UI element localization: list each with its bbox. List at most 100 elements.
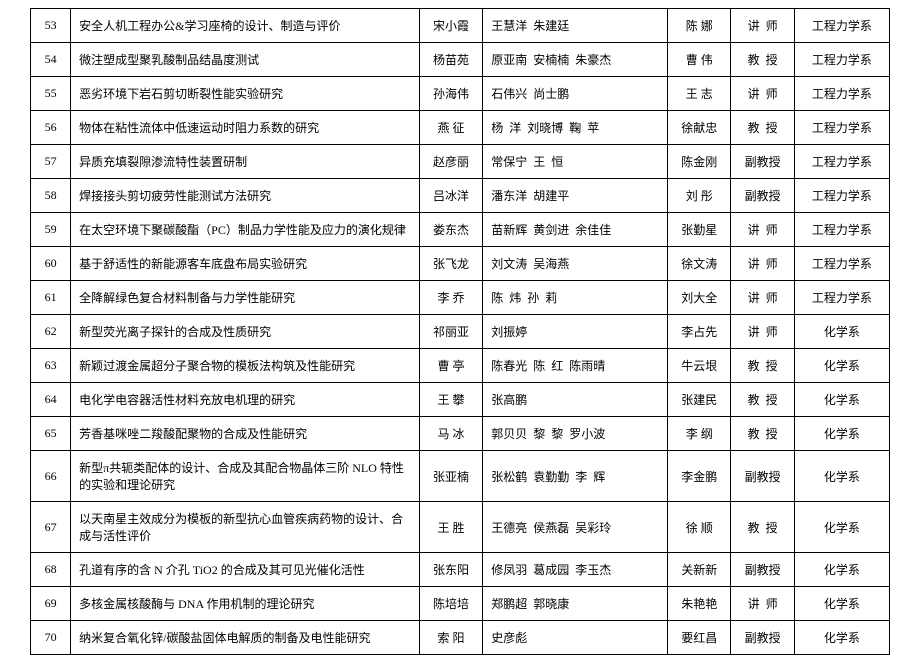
cell-title: 物体在粘性流体中低速运动时阻力系数的研究: [71, 111, 420, 145]
cell-dept: 工程力学系: [794, 281, 889, 315]
cell-members: 杨 洋 刘晓博 鞠 苹: [483, 111, 668, 145]
cell-title: 新颖过渡金属超分子聚合物的模板法构筑及性能研究: [71, 349, 420, 383]
cell-rank: 教 授: [731, 383, 794, 417]
cell-rank: 副教授: [731, 553, 794, 587]
cell-title: 孔道有序的含 N 介孔 TiO2 的合成及其可见光催化活性: [71, 553, 420, 587]
cell-advisor: 陈金刚: [668, 145, 731, 179]
cell-leader: 杨苗苑: [419, 43, 482, 77]
cell-dept: 化学系: [794, 349, 889, 383]
cell-dept: 工程力学系: [794, 213, 889, 247]
cell-rank: 讲 师: [731, 213, 794, 247]
cell-leader: 王 胜: [419, 502, 482, 553]
cell-rank: 讲 师: [731, 247, 794, 281]
cell-members: 王德亮 侯燕磊 吴彩玲: [483, 502, 668, 553]
cell-title: 微注塑成型聚乳酸制品结晶度测试: [71, 43, 420, 77]
cell-leader: 吕冰洋: [419, 179, 482, 213]
table-row: 64电化学电容器活性材料充放电机理的研究王 攀张高鹏张建民教 授化学系: [31, 383, 890, 417]
cell-members: 王慧洋 朱建廷: [483, 9, 668, 43]
cell-advisor: 张勤星: [668, 213, 731, 247]
table-row: 63新颖过渡金属超分子聚合物的模板法构筑及性能研究曹 亭陈春光 陈 红 陈雨晴牛…: [31, 349, 890, 383]
table-row: 53安全人机工程办公&学习座椅的设计、制造与评价宋小霞王慧洋 朱建廷陈 娜讲 师…: [31, 9, 890, 43]
cell-advisor: 李金鹏: [668, 451, 731, 502]
cell-rank: 副教授: [731, 451, 794, 502]
cell-rank: 讲 师: [731, 77, 794, 111]
table-row: 66新型π共轭类配体的设计、合成及其配合物晶体三阶 NLO 特性的实验和理论研究…: [31, 451, 890, 502]
cell-number: 65: [31, 417, 71, 451]
cell-number: 66: [31, 451, 71, 502]
cell-number: 62: [31, 315, 71, 349]
table-row: 65芳香基咪唑二羧酸配聚物的合成及性能研究马 冰郭贝贝 黎 黎 罗小波李 纲教 …: [31, 417, 890, 451]
cell-number: 69: [31, 587, 71, 621]
cell-title: 焊接接头剪切疲劳性能测试方法研究: [71, 179, 420, 213]
cell-advisor: 李占先: [668, 315, 731, 349]
cell-rank: 副教授: [731, 145, 794, 179]
cell-advisor: 王 志: [668, 77, 731, 111]
cell-advisor: 关新新: [668, 553, 731, 587]
cell-dept: 工程力学系: [794, 77, 889, 111]
cell-rank: 副教授: [731, 179, 794, 213]
cell-leader: 张东阳: [419, 553, 482, 587]
cell-number: 53: [31, 9, 71, 43]
cell-title: 电化学电容器活性材料充放电机理的研究: [71, 383, 420, 417]
cell-dept: 工程力学系: [794, 247, 889, 281]
cell-members: 石伟兴 尚士鹏: [483, 77, 668, 111]
cell-members: 苗新辉 黄剑进 余佳佳: [483, 213, 668, 247]
cell-number: 63: [31, 349, 71, 383]
cell-advisor: 刘 彤: [668, 179, 731, 213]
cell-leader: 祁丽亚: [419, 315, 482, 349]
cell-dept: 化学系: [794, 587, 889, 621]
cell-number: 61: [31, 281, 71, 315]
cell-dept: 工程力学系: [794, 145, 889, 179]
cell-number: 67: [31, 502, 71, 553]
cell-number: 64: [31, 383, 71, 417]
table-row: 70纳米复合氧化锌/碳酸盐固体电解质的制备及电性能研究索 阳史彦彪要红昌副教授化…: [31, 621, 890, 655]
table-row: 60基于舒适性的新能源客车底盘布局实验研究张飞龙刘文涛 吴海燕徐文涛讲 师工程力…: [31, 247, 890, 281]
table-row: 69多核金属核酸酶与 DNA 作用机制的理论研究陈培培郑鹏超 郭晓康朱艳艳讲 师…: [31, 587, 890, 621]
cell-number: 70: [31, 621, 71, 655]
cell-number: 59: [31, 213, 71, 247]
cell-advisor: 刘大全: [668, 281, 731, 315]
cell-leader: 宋小霞: [419, 9, 482, 43]
cell-dept: 化学系: [794, 417, 889, 451]
data-table: 53安全人机工程办公&学习座椅的设计、制造与评价宋小霞王慧洋 朱建廷陈 娜讲 师…: [30, 8, 890, 655]
table-row: 67以天南星主效成分为模板的新型抗心血管疾病药物的设计、合成与活性评价王 胜王德…: [31, 502, 890, 553]
cell-dept: 化学系: [794, 553, 889, 587]
cell-advisor: 朱艳艳: [668, 587, 731, 621]
cell-leader: 燕 征: [419, 111, 482, 145]
table-row: 54微注塑成型聚乳酸制品结晶度测试杨苗苑原亚南 安楠楠 朱豪杰曹 伟教 授工程力…: [31, 43, 890, 77]
cell-advisor: 徐 顺: [668, 502, 731, 553]
cell-title: 异质充填裂隙渗流特性装置研制: [71, 145, 420, 179]
cell-number: 68: [31, 553, 71, 587]
cell-dept: 化学系: [794, 621, 889, 655]
cell-members: 陈春光 陈 红 陈雨晴: [483, 349, 668, 383]
cell-advisor: 牛云垠: [668, 349, 731, 383]
cell-members: 修凤羽 葛成园 李玉杰: [483, 553, 668, 587]
cell-title: 以天南星主效成分为模板的新型抗心血管疾病药物的设计、合成与活性评价: [71, 502, 420, 553]
cell-number: 55: [31, 77, 71, 111]
cell-title: 安全人机工程办公&学习座椅的设计、制造与评价: [71, 9, 420, 43]
cell-leader: 李 乔: [419, 281, 482, 315]
cell-dept: 化学系: [794, 502, 889, 553]
cell-leader: 娄东杰: [419, 213, 482, 247]
cell-members: 史彦彪: [483, 621, 668, 655]
cell-rank: 教 授: [731, 349, 794, 383]
cell-members: 郑鹏超 郭晓康: [483, 587, 668, 621]
cell-dept: 化学系: [794, 451, 889, 502]
cell-rank: 讲 师: [731, 9, 794, 43]
cell-rank: 教 授: [731, 43, 794, 77]
cell-leader: 陈培培: [419, 587, 482, 621]
cell-advisor: 陈 娜: [668, 9, 731, 43]
table-row: 59在太空环境下聚碳酸酯（PC）制品力学性能及应力的演化规律娄东杰苗新辉 黄剑进…: [31, 213, 890, 247]
cell-leader: 曹 亭: [419, 349, 482, 383]
table-row: 61全降解绿色复合材料制备与力学性能研究李 乔陈 炜 孙 莉刘大全讲 师工程力学…: [31, 281, 890, 315]
table-body: 53安全人机工程办公&学习座椅的设计、制造与评价宋小霞王慧洋 朱建廷陈 娜讲 师…: [31, 9, 890, 655]
cell-advisor: 张建民: [668, 383, 731, 417]
cell-rank: 副教授: [731, 621, 794, 655]
cell-title: 全降解绿色复合材料制备与力学性能研究: [71, 281, 420, 315]
cell-members: 刘文涛 吴海燕: [483, 247, 668, 281]
cell-leader: 马 冰: [419, 417, 482, 451]
cell-title: 多核金属核酸酶与 DNA 作用机制的理论研究: [71, 587, 420, 621]
cell-members: 刘振婷: [483, 315, 668, 349]
cell-members: 潘东洋 胡建平: [483, 179, 668, 213]
cell-title: 基于舒适性的新能源客车底盘布局实验研究: [71, 247, 420, 281]
